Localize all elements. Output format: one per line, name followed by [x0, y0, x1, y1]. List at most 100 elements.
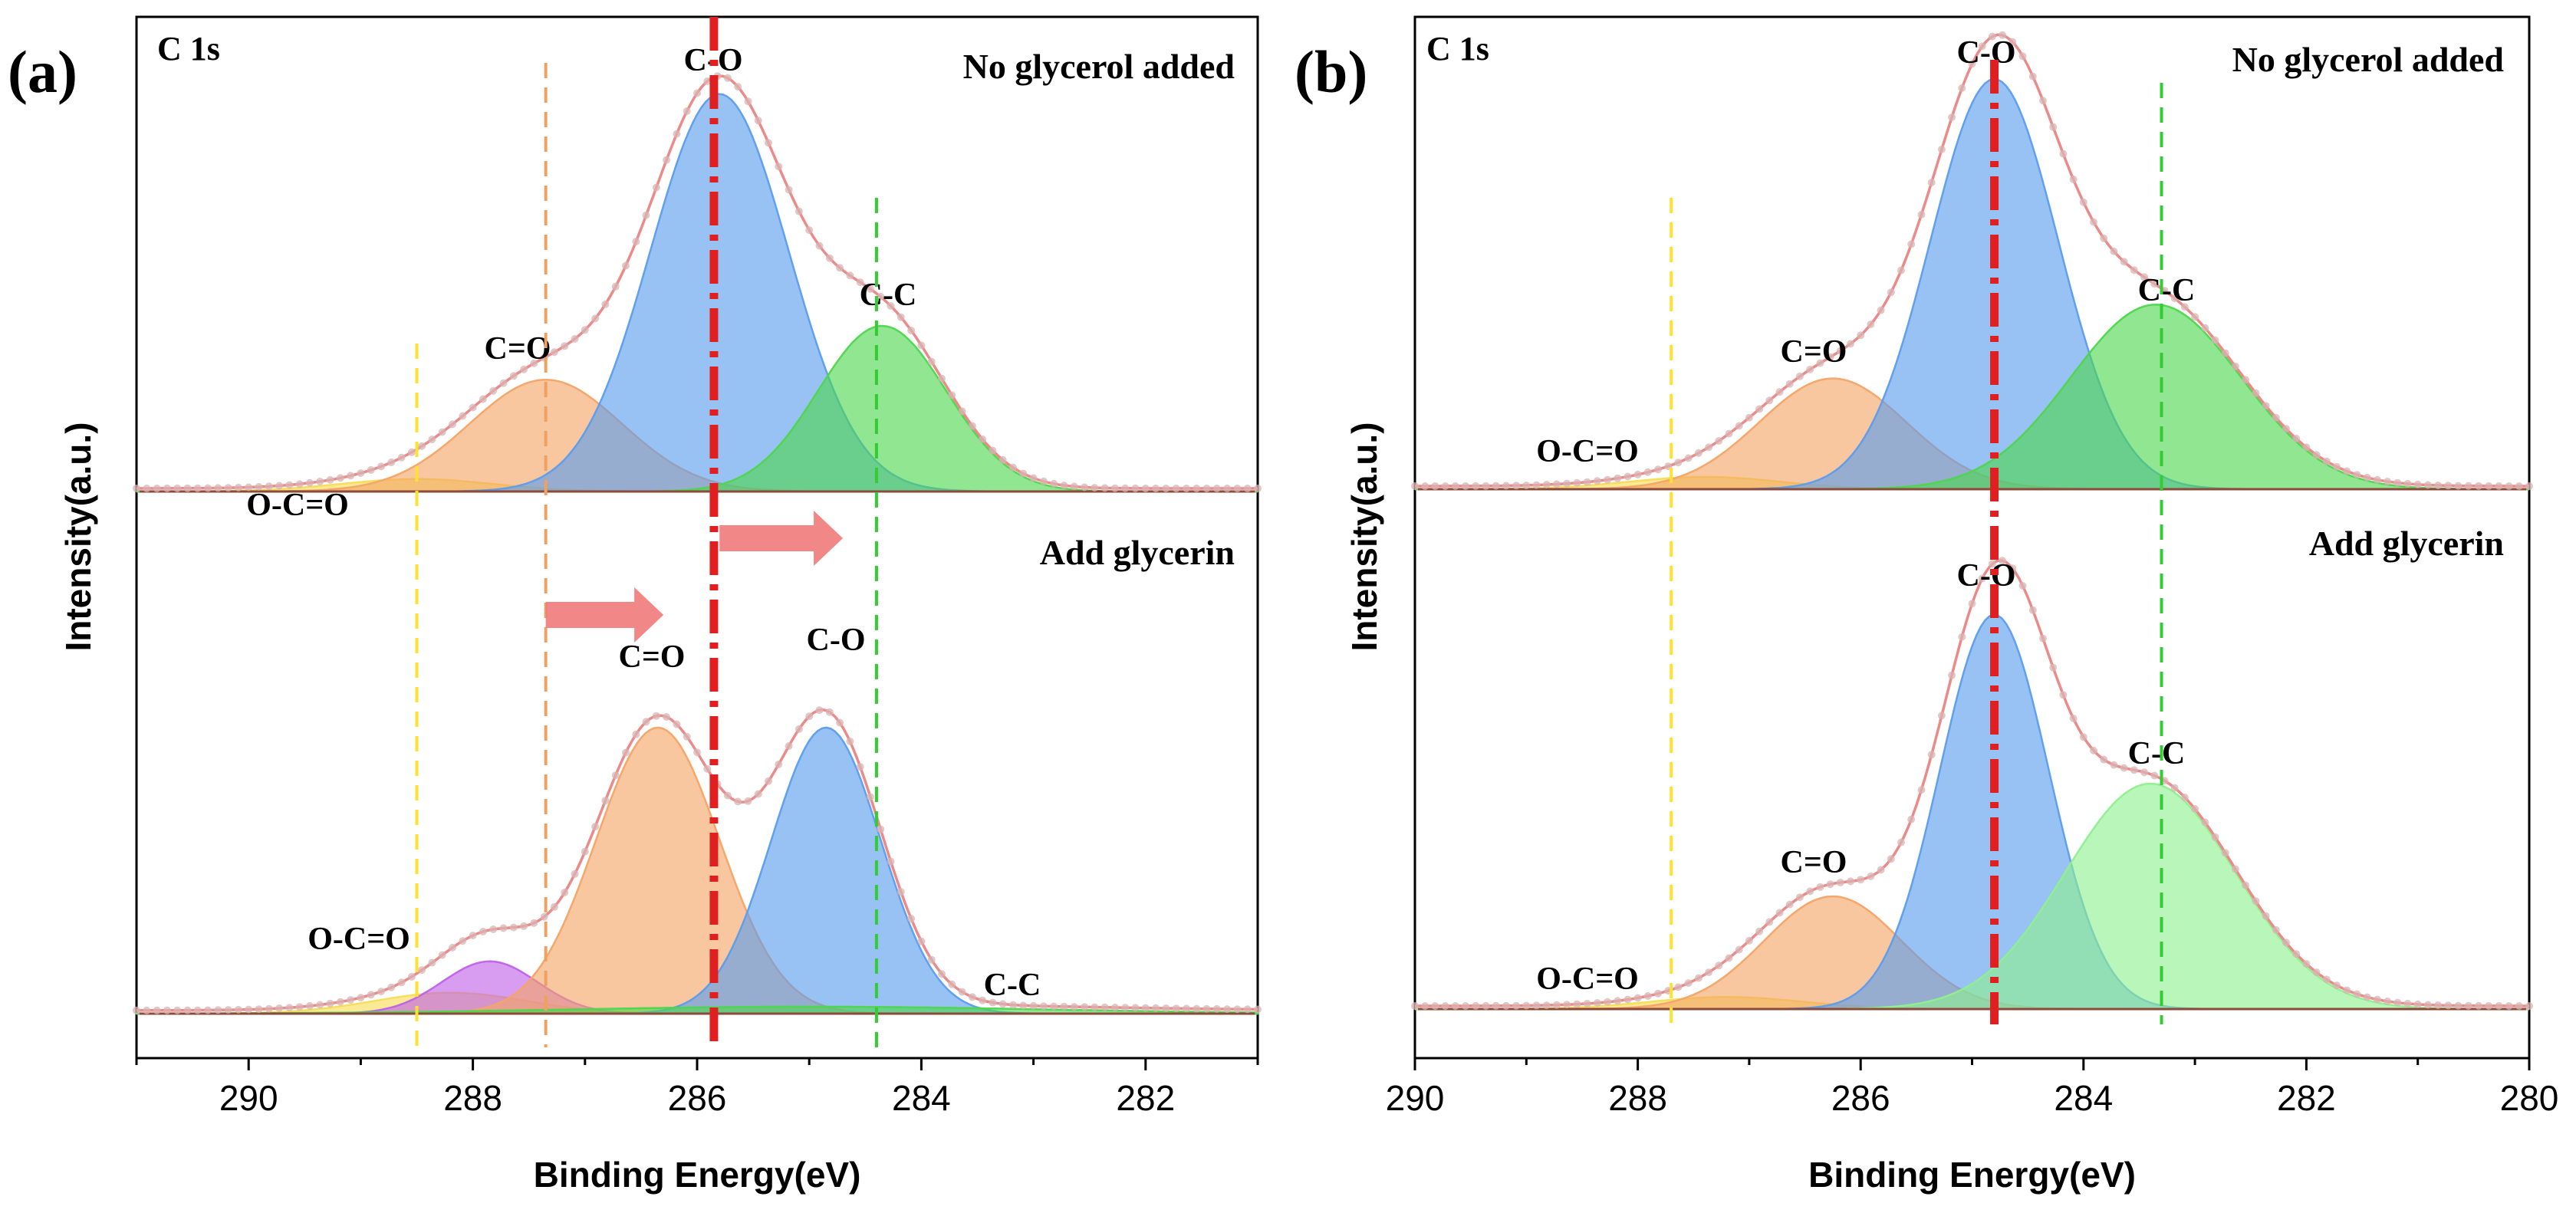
data-point [2069, 715, 2078, 722]
data-point [632, 730, 640, 738]
data-point [927, 357, 936, 366]
data-point [1223, 485, 1232, 492]
data-point [1202, 1004, 1211, 1013]
data-point [1816, 883, 1824, 891]
data-point [1755, 927, 1764, 935]
experimental-points [133, 72, 1262, 492]
data-point [245, 483, 253, 491]
data-point [1254, 1005, 1262, 1014]
data-point [1202, 485, 1211, 492]
data-point [1573, 478, 1581, 487]
x-tick-label: 288 [1608, 1078, 1667, 1118]
data-point [183, 1006, 192, 1014]
data-point [2221, 349, 2229, 357]
data-point [1152, 485, 1160, 492]
data-point [397, 978, 406, 987]
data-point [683, 107, 691, 115]
data-point [825, 708, 834, 716]
data-point [2384, 478, 2392, 485]
data-point [214, 484, 222, 492]
shift-arrow [545, 587, 664, 643]
data-point [1152, 1004, 1160, 1012]
data-point [1694, 974, 1703, 982]
peak-c-o [1415, 613, 2529, 1011]
data-point [979, 996, 987, 1004]
data-point [1512, 1001, 1521, 1010]
x-axis-title: Binding Energy(eV) [534, 1155, 861, 1195]
data-point [1604, 475, 1611, 484]
data-point [2505, 1002, 2513, 1010]
data-point [2170, 294, 2179, 302]
data-point [2231, 362, 2239, 370]
data-point [1715, 962, 1723, 970]
data-point [2333, 462, 2341, 471]
data-point [1775, 388, 1784, 396]
data-point [2495, 482, 2503, 490]
data-point [234, 483, 242, 491]
data-point [163, 1006, 171, 1014]
data-point [734, 83, 742, 91]
data-point [785, 742, 793, 750]
data-point [1183, 1004, 1190, 1013]
data-point [1765, 918, 1774, 926]
series-title-bottom: Add glycerin [2309, 524, 2504, 563]
data-point [989, 998, 997, 1007]
data-point [326, 475, 334, 484]
data-point [581, 326, 589, 334]
data-point [367, 466, 375, 474]
data-point [1836, 879, 1844, 886]
data-point [214, 1006, 222, 1014]
data-point [2170, 784, 2179, 792]
data-point [958, 407, 966, 416]
data-point [265, 1004, 273, 1013]
data-point [2140, 273, 2149, 281]
data-point [1725, 429, 1733, 438]
data-point [1937, 145, 1946, 153]
data-point [1563, 1001, 1571, 1009]
data-point [459, 412, 467, 420]
data-point [1857, 331, 1865, 340]
data-point [1614, 474, 1622, 482]
data-point [1223, 1005, 1232, 1014]
data-point [1131, 484, 1140, 492]
data-point [1948, 113, 1956, 121]
data-point [877, 825, 885, 833]
data-point [561, 342, 569, 350]
data-point [1009, 463, 1017, 472]
data-point [377, 988, 385, 996]
data-point [1193, 485, 1201, 492]
data-point [1411, 482, 1419, 490]
data-point [754, 117, 762, 125]
data-point [1624, 472, 1632, 481]
data-point [856, 763, 864, 771]
data-point [1110, 1004, 1119, 1011]
data-point [2333, 981, 2341, 990]
peak-label: C=O [485, 331, 551, 367]
data-point [734, 797, 742, 806]
data-point [2353, 990, 2361, 998]
data-point [2282, 425, 2290, 433]
data-point [1775, 909, 1784, 917]
data-point [1193, 1004, 1201, 1013]
data-point [1212, 1004, 1221, 1013]
data-point [1522, 482, 1531, 489]
shift-arrow [719, 511, 844, 566]
data-point [2363, 473, 2371, 482]
series-title-top: No glycerol added [2232, 40, 2505, 79]
data-point [193, 1006, 202, 1014]
data-point [805, 712, 814, 721]
data-point [2231, 865, 2239, 873]
data-point [1785, 380, 1794, 388]
data-point [1806, 365, 1814, 373]
data-point [927, 955, 936, 964]
data-point [2464, 482, 2472, 490]
core-level-label: C 1s [1426, 30, 1489, 67]
data-point [1684, 454, 1693, 462]
data-point [1472, 482, 1480, 490]
data-point [2302, 960, 2311, 968]
peak-label: C-O [807, 623, 866, 658]
data-point [255, 1005, 263, 1014]
data-point [1552, 1001, 1561, 1009]
data-point [2130, 266, 2138, 274]
